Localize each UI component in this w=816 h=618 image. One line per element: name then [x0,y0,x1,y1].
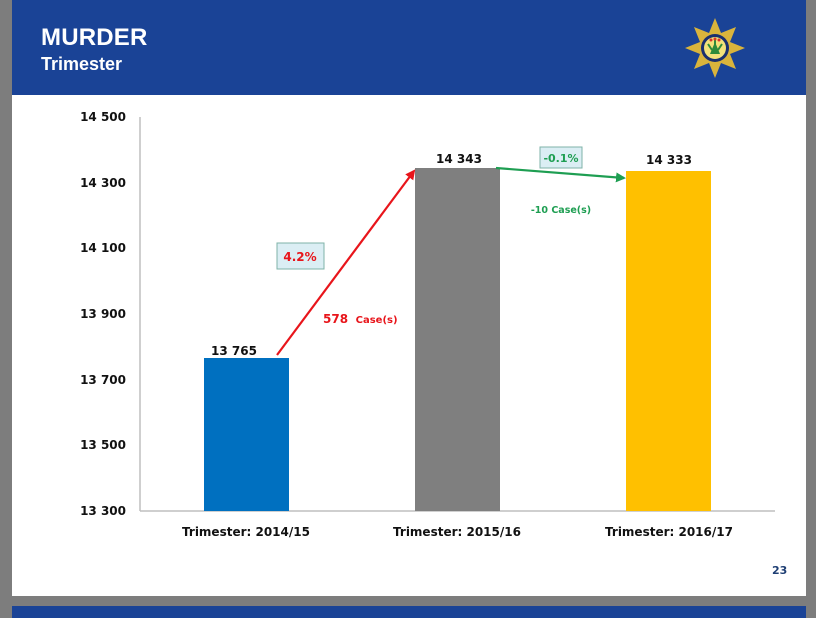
increase-percent: 4.2% [283,250,316,264]
x-category-label: Trimester: 2016/17 [605,525,733,539]
y-tick: 13 700 [80,373,126,387]
x-category-label: Trimester: 2014/15 [182,525,310,539]
police-star-badge-icon [685,18,745,78]
bar-2016-17 [626,171,711,511]
y-tick: 13 900 [80,307,126,321]
y-tick: 14 500 [80,110,126,124]
next-slide-header-strip [12,606,806,618]
x-category-label: Trimester: 2015/16 [393,525,521,539]
bar-value-label: 14 333 [646,153,692,167]
bar-value-label: 13 765 [211,344,257,358]
page-number: 23 [772,564,788,577]
decrease-arrow [495,166,626,183]
decrease-percent: -0.1% [543,152,578,165]
y-axis-ticks: 14 500 14 300 14 100 13 900 13 700 13 50… [80,110,126,518]
y-tick: 14 100 [80,241,126,255]
page-title: MURDER [41,24,148,51]
increase-percent-callout [276,242,325,270]
y-tick: 14 300 [80,176,126,190]
page-subtitle: Trimester [41,54,123,74]
bar-2015-16 [415,168,500,511]
bar-2014-15 [204,358,289,511]
y-tick: 13 300 [80,504,126,518]
increase-cases: 578 Case(s) [323,308,398,327]
decrease-cases: -10 Case(s) [531,205,591,216]
bar-value-label: 14 343 [436,152,482,166]
slide-header: MURDER Trimester [12,0,806,95]
increase-arrow [276,169,416,356]
y-tick: 13 500 [80,438,126,452]
decrease-percent-callout [539,146,583,169]
